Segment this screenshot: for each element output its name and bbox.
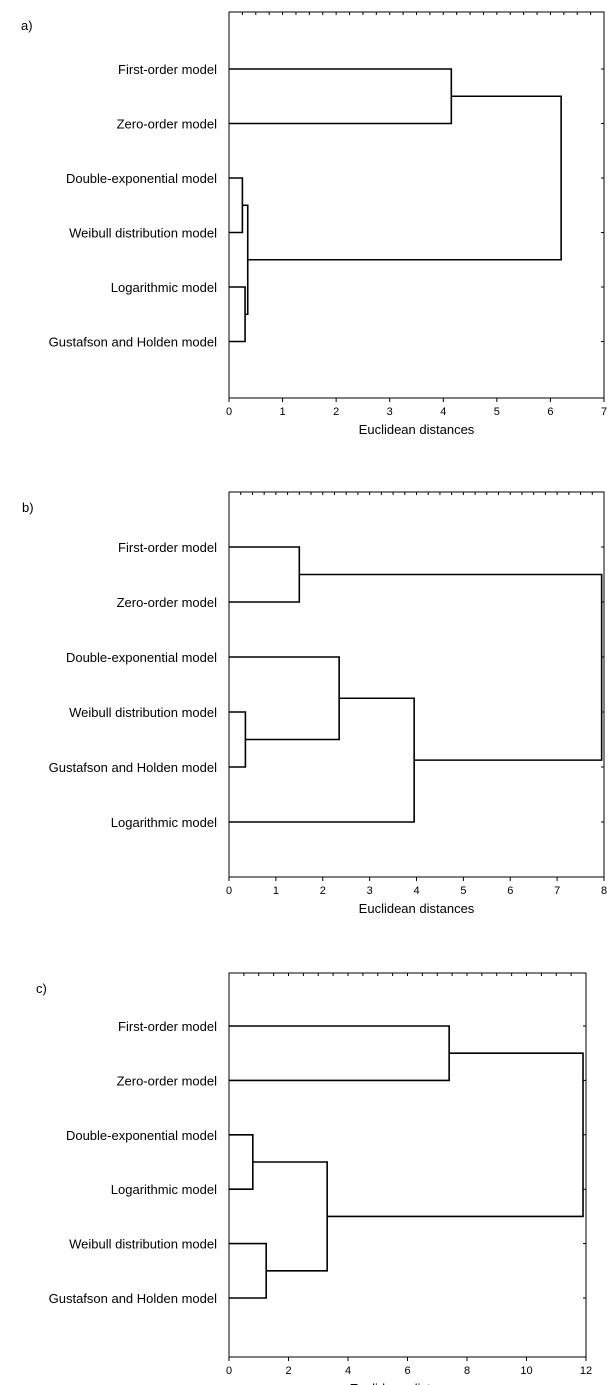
- x-tick-label: 7: [601, 406, 607, 418]
- leaf-label: Weibull distribution model: [69, 1237, 217, 1252]
- plot-frame: [228, 972, 587, 1358]
- dendrogram-link: [229, 546, 301, 603]
- leaf-label: Logarithmic model: [111, 1182, 217, 1197]
- x-tick-label: 7: [554, 885, 560, 897]
- x-tick-label: 8: [464, 1365, 470, 1377]
- leaf-label: First-order model: [118, 540, 217, 555]
- x-tick-label: 10: [520, 1365, 532, 1377]
- leaf-label: Gustafson and Holden model: [49, 760, 217, 775]
- leaf-label: Logarithmic model: [111, 280, 217, 295]
- x-tick-label: 1: [273, 885, 279, 897]
- leaf-label: Logarithmic model: [111, 815, 217, 830]
- x-tick-label: 1: [280, 406, 286, 418]
- dendrogram-link: [229, 177, 244, 234]
- x-axis-label: Euclidean distances: [350, 1381, 466, 1385]
- x-tick-label: 6: [547, 406, 553, 418]
- dendrogram-link: [229, 697, 415, 823]
- x-tick-label: 6: [507, 885, 513, 897]
- dendrogram-link: [229, 1242, 267, 1299]
- dendrogram-link: [229, 711, 247, 768]
- dendrogram-panel-1: a) 0 1 2 3 4 5 6 7 Euclidean distances First-order…: [21, 11, 607, 437]
- leaf-label: First-order model: [118, 1019, 217, 1034]
- leaf-label: First-order model: [118, 62, 217, 77]
- x-tick-label: 2: [285, 1365, 291, 1377]
- x-tick-label: 3: [387, 406, 393, 418]
- dendrogram-panel-3: c) 0 2 4 6 8 10 12 Euclidean distances First-orde…: [36, 972, 592, 1385]
- dendrogram-link: [229, 656, 340, 741]
- x-tick-label: 0: [226, 885, 232, 897]
- leaf-label: Double-exponential model: [66, 1128, 217, 1143]
- leaf-label: Weibull distribution model: [69, 705, 217, 720]
- dendrogram-panel-2: b) 0 1 2 3 4 5 6 7 8 Euclidean distances First-orde…: [22, 491, 607, 916]
- x-tick-label: 4: [440, 406, 446, 418]
- dendrogram-link: [247, 95, 562, 261]
- plot-frame: [228, 491, 605, 878]
- x-tick-label: 8: [601, 885, 607, 897]
- panel-label: b): [22, 500, 34, 515]
- dendrogram-link: [327, 1052, 584, 1218]
- leaf-label: Zero-order model: [117, 117, 218, 132]
- x-tick-label: 5: [494, 406, 500, 418]
- x-tick-label: 3: [367, 885, 373, 897]
- leaf-label: Zero-order model: [117, 1073, 218, 1088]
- dendrogram-link: [229, 68, 453, 125]
- panel-label: a): [21, 18, 33, 33]
- x-tick-label: 0: [226, 1365, 232, 1377]
- leaf-label: Double-exponential model: [66, 171, 217, 186]
- x-tick-label: 0: [226, 406, 232, 418]
- dendrogram-link: [229, 1134, 254, 1190]
- leaf-label: Double-exponential model: [66, 650, 217, 665]
- x-tick-label: 2: [320, 885, 326, 897]
- panel-label: c): [36, 981, 47, 996]
- plot-frame: [228, 11, 605, 399]
- x-tick-label: 5: [460, 885, 466, 897]
- x-tick-label: 6: [404, 1365, 410, 1377]
- x-tick-label: 4: [345, 1365, 351, 1377]
- dendrogram-link: [299, 573, 603, 761]
- x-tick-label: 4: [413, 885, 419, 897]
- dendrogram-link: [229, 286, 246, 343]
- leaf-label: Weibull distribution model: [69, 226, 217, 241]
- x-axis-label: Euclidean distances: [359, 422, 475, 437]
- dendrogram-link: [229, 1025, 450, 1082]
- dendrogram-link: [252, 1161, 328, 1272]
- leaf-label: Gustafson and Holden model: [49, 1291, 217, 1306]
- x-tick-label: 12: [580, 1365, 592, 1377]
- x-axis-label: Euclidean distances: [359, 901, 475, 916]
- leaf-label: Zero-order model: [117, 595, 218, 610]
- leaf-label: Gustafson and Holden model: [49, 335, 217, 350]
- x-tick-label: 2: [333, 406, 339, 418]
